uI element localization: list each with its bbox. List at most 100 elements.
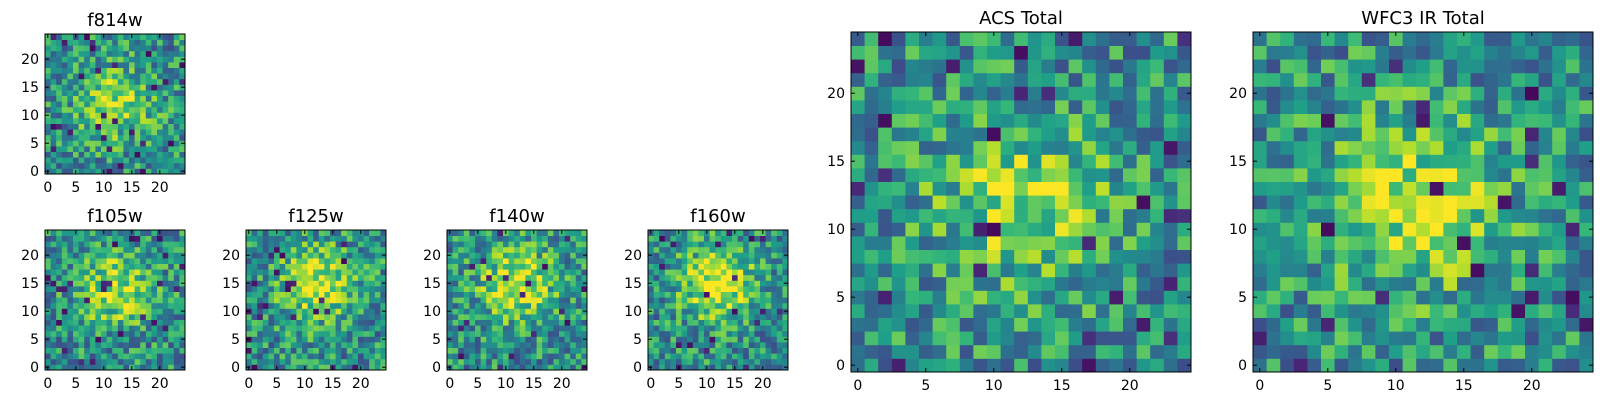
heatmap-cell (45, 274, 51, 281)
heatmap-cell (307, 274, 314, 281)
heatmap-cell (257, 230, 264, 236)
heatmap-cell (374, 336, 381, 343)
heatmap-cell (67, 56, 74, 63)
heatmap-cell (78, 67, 85, 74)
heatmap-cell (687, 342, 694, 348)
heatmap-cell (140, 241, 147, 248)
heatmap-cell (318, 302, 325, 309)
heatmap-cell (1095, 100, 1110, 114)
heatmap-cell (117, 297, 124, 304)
heatmap-cell (987, 100, 1001, 114)
heatmap-cell (106, 330, 113, 337)
heatmap-cell (1375, 249, 1390, 264)
panel-title-f125w: f125w (288, 206, 343, 227)
heatmap-cell (50, 258, 57, 264)
heatmap-cell (251, 336, 258, 343)
heatmap-cell (173, 118, 180, 124)
heatmap-cell (140, 78, 147, 85)
heatmap-cell (1280, 127, 1295, 142)
heatmap-cell (531, 358, 537, 365)
heatmap-cell (1150, 45, 1165, 60)
heatmap-cell (56, 358, 63, 365)
heatmap-cell (363, 314, 370, 320)
heatmap-cell (1579, 140, 1594, 155)
heatmap-cell (1525, 290, 1539, 305)
y-tick-label: 10 (222, 304, 240, 320)
heatmap-cell (531, 336, 537, 343)
heatmap-cell (692, 347, 699, 354)
heatmap-cell (290, 336, 297, 343)
heatmap-cell (891, 127, 906, 142)
heatmap-cell (698, 347, 705, 354)
heatmap-cell (151, 302, 158, 309)
heatmap-cell (134, 39, 141, 46)
heatmap-cell (268, 314, 275, 320)
heatmap-cell (878, 168, 893, 182)
heatmap-cell (162, 258, 169, 264)
heatmap-cell (1253, 344, 1267, 359)
heatmap-cell (743, 269, 750, 276)
heatmap-cell (715, 280, 722, 287)
heatmap-cell (61, 235, 68, 242)
heatmap-cell (173, 78, 180, 85)
heatmap-cell (726, 308, 733, 315)
heatmap-cell (1429, 304, 1444, 318)
heatmap-cell (575, 319, 582, 326)
y-tick-label: 0 (30, 164, 39, 180)
heatmap-cell (78, 78, 85, 85)
heatmap-cell (581, 291, 588, 298)
heatmap-cell (1511, 72, 1526, 87)
heatmap-cell (1389, 317, 1403, 332)
heatmap-cell (946, 140, 961, 155)
heatmap-cell (129, 269, 135, 276)
heatmap-cell (559, 347, 565, 354)
heatmap-cell (1109, 181, 1124, 196)
heatmap-cell (95, 95, 102, 102)
heatmap-cell (1095, 344, 1110, 359)
heatmap-cell (536, 291, 543, 298)
heatmap-cell (514, 364, 521, 371)
heatmap-cell (380, 274, 387, 281)
heatmap-cell (290, 274, 297, 281)
heatmap-cell (330, 302, 336, 309)
heatmap-cell (542, 353, 549, 360)
heatmap-cell (1136, 249, 1151, 264)
heatmap-cell (268, 263, 275, 270)
heatmap-cell (84, 297, 91, 304)
heatmap-cell (89, 151, 96, 158)
heatmap-cell (145, 34, 152, 40)
heatmap-cell (1136, 86, 1151, 101)
heatmap-cell (508, 263, 515, 270)
heatmap-cell (1511, 236, 1526, 250)
heatmap-cell (168, 151, 175, 158)
x-tick-label: 15 (123, 180, 141, 196)
heatmap-cell (1163, 72, 1178, 87)
heatmap-cell (89, 263, 96, 270)
heatmap-cell (168, 263, 175, 270)
heatmap-cell (760, 358, 766, 365)
heatmap-cell (536, 308, 543, 315)
heatmap-cell (268, 302, 275, 309)
heatmap-cell (743, 330, 750, 337)
heatmap-cell (106, 123, 113, 130)
heatmap-cell (514, 280, 521, 287)
heatmap-cell (45, 106, 51, 113)
heatmap-cell (919, 59, 933, 74)
heatmap-cell (648, 325, 654, 332)
heatmap-cell (1402, 113, 1417, 128)
heatmap-cell (1253, 208, 1267, 223)
heatmap-cell (475, 280, 481, 287)
heatmap-cell (162, 302, 169, 309)
heatmap-cell (173, 252, 180, 259)
heatmap-cell (61, 252, 68, 259)
heatmap-cell (709, 364, 716, 371)
heatmap-cell (564, 358, 571, 365)
heatmap-cell (89, 140, 96, 147)
heatmap-cell (363, 280, 370, 287)
heatmap-cell (50, 336, 57, 343)
heatmap-cell (946, 208, 961, 223)
heatmap-cell (117, 45, 124, 52)
heatmap-cell (536, 347, 543, 354)
heatmap-cell (1470, 72, 1485, 87)
heatmap-cell (117, 364, 124, 371)
